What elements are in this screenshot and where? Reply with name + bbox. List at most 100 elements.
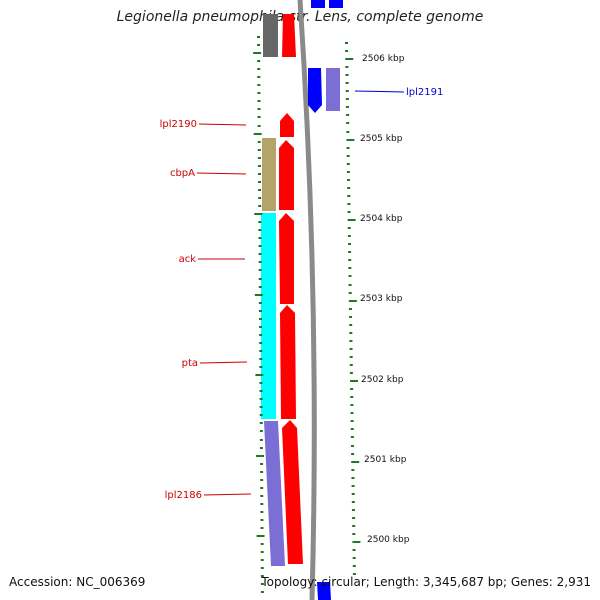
left-tick bbox=[258, 229, 262, 231]
left-tick bbox=[259, 318, 263, 320]
right-tick bbox=[349, 364, 353, 366]
left-tick bbox=[260, 503, 264, 505]
scale-label-2503: 2503 kbp bbox=[360, 294, 403, 304]
lpl2191-blue-arrow bbox=[308, 68, 322, 113]
right-tick bbox=[346, 114, 350, 116]
right-tick bbox=[346, 131, 350, 133]
right-tick bbox=[352, 557, 356, 559]
right-tick bbox=[345, 106, 349, 108]
right-tick bbox=[352, 541, 361, 543]
left-tick bbox=[257, 125, 261, 127]
right-tick bbox=[351, 453, 355, 455]
scale-ticks bbox=[253, 36, 361, 593]
right-tick bbox=[348, 267, 352, 269]
left-tick bbox=[253, 133, 262, 135]
right-tick bbox=[350, 388, 354, 390]
right-tick bbox=[351, 493, 355, 495]
left-tick bbox=[253, 52, 262, 54]
right-tick bbox=[345, 58, 354, 60]
left-tick bbox=[256, 535, 265, 537]
left-tick bbox=[260, 575, 264, 577]
right-tick bbox=[345, 66, 349, 68]
left-tick bbox=[258, 181, 262, 183]
left-tick bbox=[260, 471, 264, 473]
lpl2191-purple-feature bbox=[326, 68, 340, 111]
right-tick bbox=[349, 340, 353, 342]
left-tick bbox=[259, 366, 263, 368]
lpl2186-leader bbox=[203, 493, 252, 496]
left-tick bbox=[260, 527, 264, 529]
right-tick bbox=[346, 155, 350, 157]
left-tick bbox=[260, 495, 264, 497]
left-tick bbox=[255, 374, 264, 376]
left-tick bbox=[258, 237, 262, 239]
right-tick bbox=[350, 396, 354, 398]
right-tick bbox=[349, 348, 353, 350]
left-tick bbox=[260, 479, 264, 481]
left-tick bbox=[258, 261, 262, 263]
right-tick bbox=[349, 316, 353, 318]
right-tick bbox=[346, 147, 350, 149]
right-tick bbox=[352, 573, 356, 575]
right-tick bbox=[352, 517, 356, 519]
right-tick bbox=[352, 525, 356, 527]
genome-backbone bbox=[297, 0, 317, 600]
right-tick bbox=[348, 292, 352, 294]
right-tick bbox=[350, 380, 359, 382]
lpl2186-red-arrow bbox=[282, 420, 303, 564]
left-tick bbox=[259, 414, 263, 416]
cbpA-leader bbox=[196, 172, 247, 175]
red-feature-top bbox=[282, 14, 296, 57]
left-tick bbox=[260, 543, 264, 545]
left-tick bbox=[259, 422, 263, 424]
left-tick bbox=[254, 213, 263, 215]
right-tick bbox=[345, 90, 349, 92]
left-tick bbox=[259, 350, 263, 352]
cbpA-olive-feature bbox=[262, 138, 276, 211]
lpl2190-red-arrow bbox=[280, 113, 294, 137]
right-tick bbox=[346, 171, 350, 173]
right-tick bbox=[345, 98, 349, 100]
scale-label-2504: 2504 kbp bbox=[360, 214, 403, 224]
left-tick bbox=[258, 221, 262, 223]
right-tick bbox=[351, 469, 355, 471]
left-tick bbox=[258, 205, 262, 207]
right-tick bbox=[351, 509, 355, 511]
left-tick bbox=[258, 310, 262, 312]
scale-label-2502: 2502 kbp bbox=[361, 375, 404, 385]
left-tick bbox=[260, 591, 264, 593]
right-tick bbox=[352, 533, 356, 535]
left-tick bbox=[257, 165, 261, 167]
right-tick bbox=[350, 445, 354, 447]
left-tick bbox=[258, 197, 262, 199]
right-tick bbox=[351, 461, 360, 463]
right-tick bbox=[347, 211, 351, 213]
right-tick bbox=[347, 203, 351, 205]
left-tick bbox=[259, 334, 263, 336]
left-tick bbox=[259, 390, 263, 392]
left-tick bbox=[257, 60, 261, 62]
lpl2190-leader bbox=[198, 123, 247, 126]
right-tick bbox=[347, 227, 351, 229]
left-tick bbox=[259, 398, 263, 400]
left-tick bbox=[259, 406, 263, 408]
left-tick bbox=[258, 269, 262, 271]
pta-red-arrow bbox=[280, 305, 296, 419]
left-tick bbox=[259, 326, 263, 328]
pta-leader bbox=[199, 361, 248, 364]
right-tick bbox=[351, 477, 355, 479]
left-tick bbox=[257, 108, 261, 110]
left-tick bbox=[260, 463, 264, 465]
left-tick bbox=[260, 567, 264, 569]
right-tick bbox=[350, 436, 354, 438]
right-tick bbox=[348, 275, 352, 277]
right-tick bbox=[347, 235, 351, 237]
left-tick bbox=[259, 439, 263, 441]
gene-label-pta: pta bbox=[182, 358, 198, 369]
right-tick bbox=[348, 259, 352, 261]
left-tick bbox=[255, 455, 264, 457]
left-tick bbox=[260, 551, 264, 553]
cbpA-red-arrow bbox=[279, 140, 294, 210]
right-tick bbox=[352, 565, 356, 567]
left-tick bbox=[257, 149, 261, 151]
